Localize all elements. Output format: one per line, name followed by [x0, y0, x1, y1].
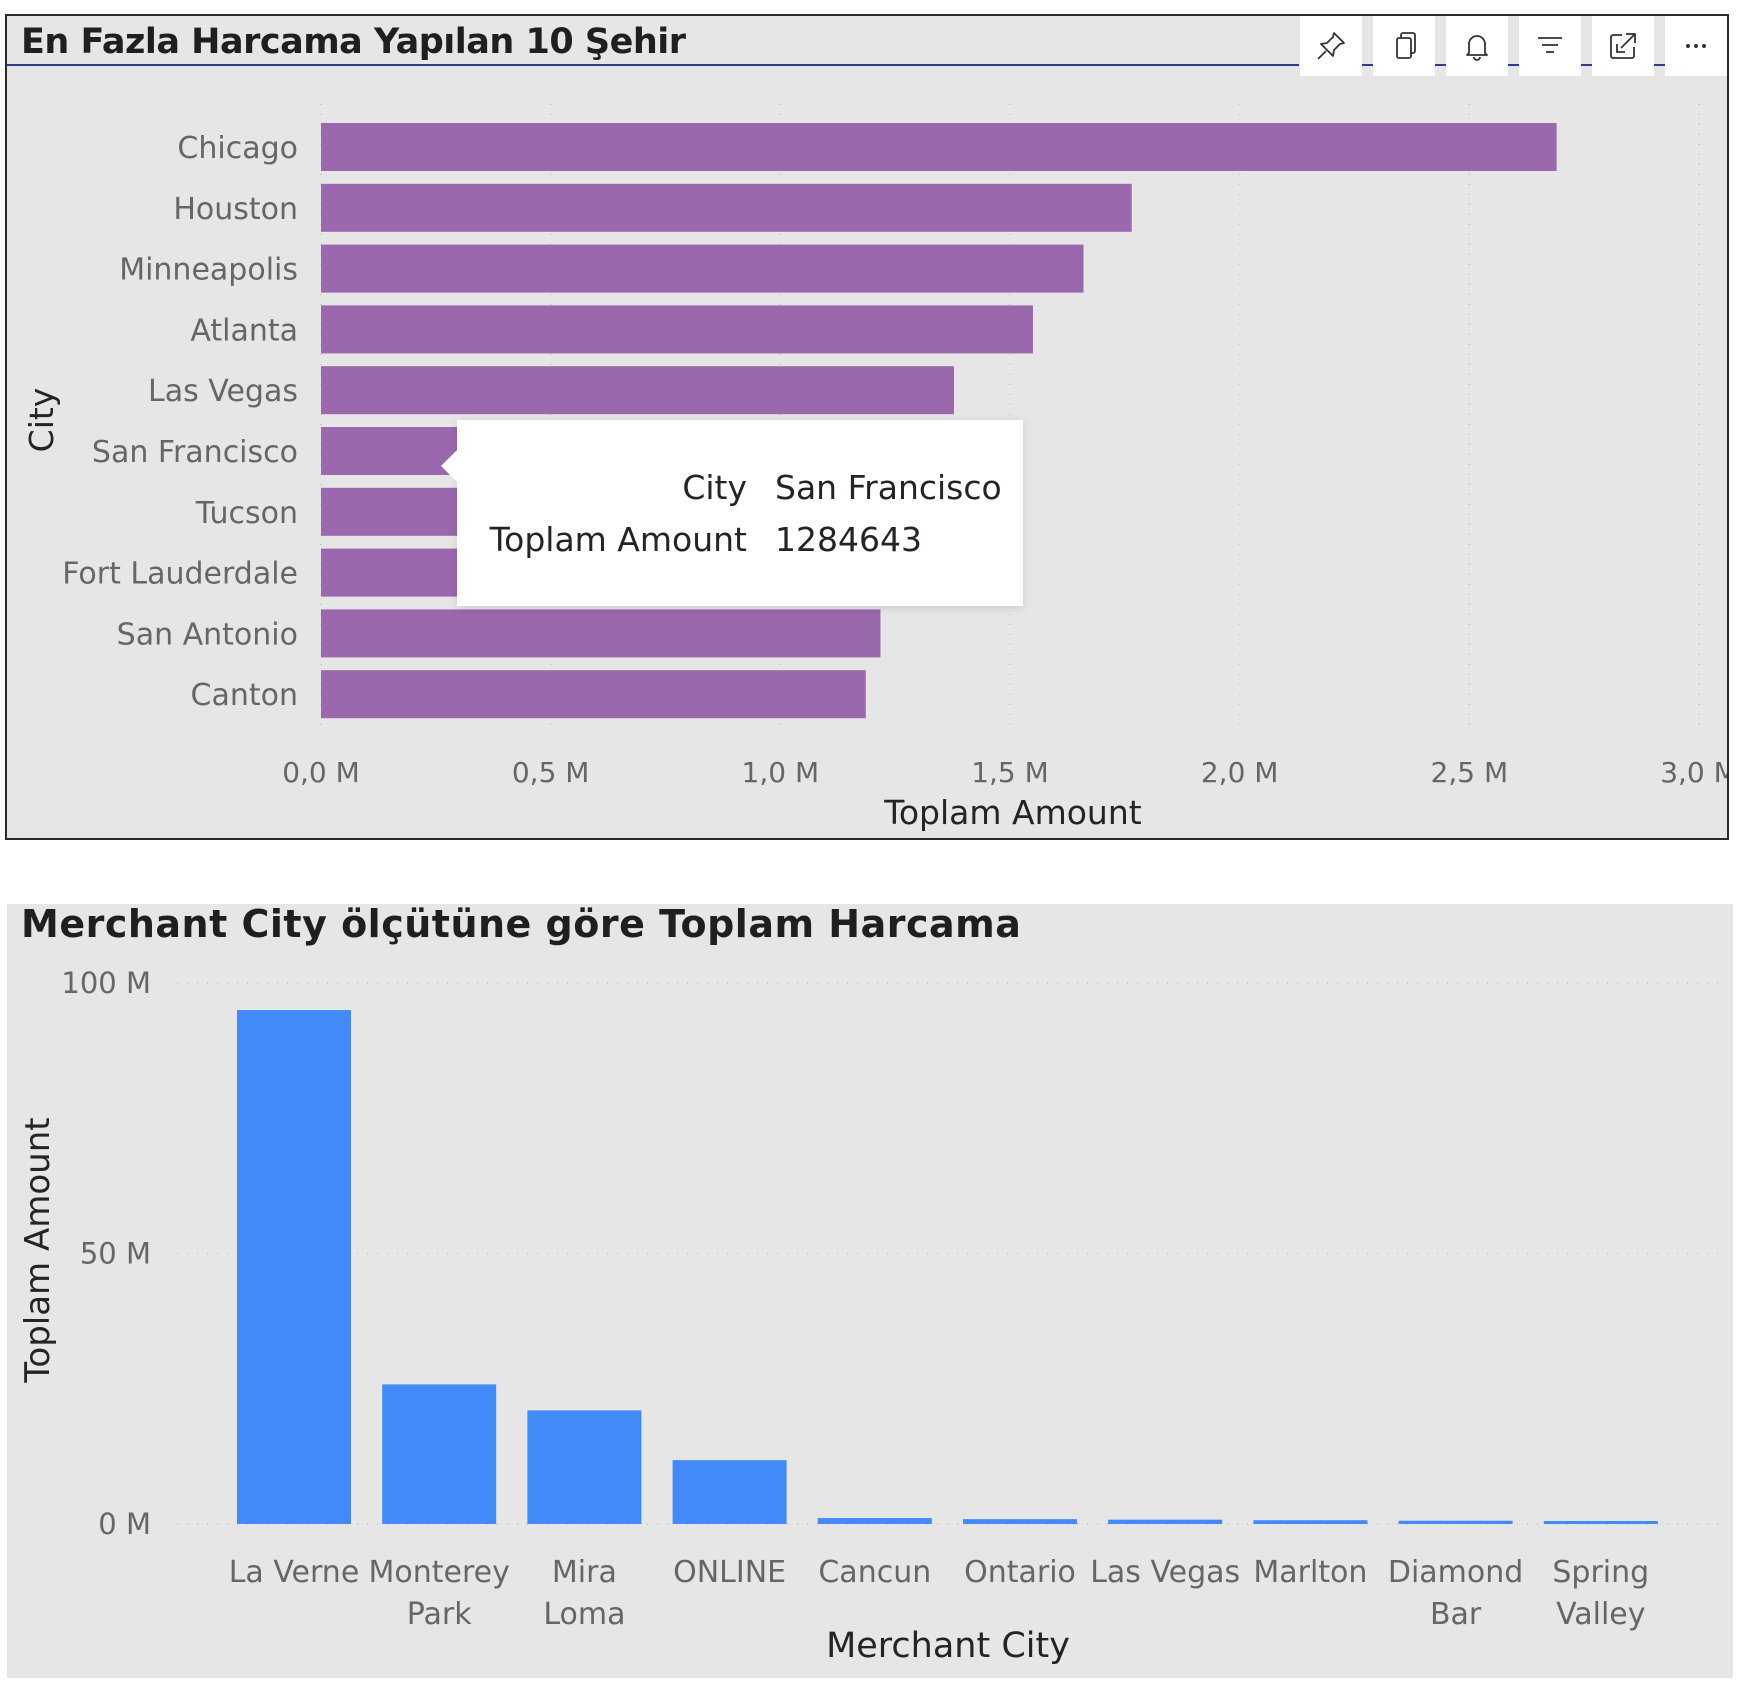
- y-tick-label: 100 M: [61, 966, 151, 1000]
- horizontal-bar-chart: 0,0 M 0,5 M 1,0 M 1,5 M 2,0 M 2,5 M 3,0 M Chica…: [22, 104, 1727, 832]
- bar-mira-loma[interactable]: [527, 1410, 642, 1524]
- x-tick-label: 1,5 M: [971, 756, 1049, 789]
- top-city-spending-visual[interactable]: 0,0 M 0,5 M 1,0 M 1,5 M 2,0 M 2,5 M 3,0 M Chica…: [5, 14, 1729, 840]
- data-tooltip: City San Francisco Toplam Amount 1284643: [441, 420, 1023, 606]
- visual-header-toolbar: [1300, 16, 1727, 76]
- copy-icon: [1396, 32, 1416, 59]
- bar-ontario[interactable]: [963, 1519, 1077, 1524]
- y-tick-label: Canton: [191, 678, 298, 713]
- tooltip-key: Toplam Amount: [489, 520, 747, 559]
- bar-chicago[interactable]: [321, 123, 1557, 171]
- copy-visual-button[interactable]: [1362, 16, 1435, 76]
- x-tick-label: Ontario: [964, 1555, 1076, 1590]
- x-tick-label: Diamond Bar: [1388, 1555, 1523, 1632]
- more-options-button[interactable]: [1654, 16, 1727, 76]
- bar-online[interactable]: [672, 1460, 787, 1524]
- pin-icon: [1317, 32, 1345, 60]
- pin-visual-button[interactable]: [1300, 16, 1362, 76]
- x-axis-title: Merchant City: [826, 1626, 1070, 1666]
- y-tick-label: Chicago: [177, 131, 298, 166]
- tooltip-value: 1284643: [775, 520, 922, 559]
- x-tick-label: 3,0 M: [1660, 756, 1727, 789]
- vertical-bar-chart: 0 M 50 M 100 M La Verne Monterey Park Mira Loma…: [18, 966, 1719, 1666]
- more-options-icon: [1686, 44, 1706, 48]
- x-tick-label: 2,5 M: [1431, 756, 1509, 789]
- x-tick-label: Cancun: [818, 1555, 931, 1590]
- filter-button[interactable]: [1508, 16, 1581, 76]
- y-tick-label: Fort Lauderdale: [62, 557, 298, 592]
- x-tick-label: 0,0 M: [282, 756, 360, 789]
- x-tick-label: Spring Valley: [1552, 1555, 1649, 1632]
- merchant-city-spending-visual[interactable]: 0 M 50 M 100 M La Verne Monterey Park Mira Loma…: [7, 902, 1733, 1678]
- tooltip-value: San Francisco: [775, 468, 1002, 507]
- bar-las-vegas[interactable]: [321, 366, 954, 415]
- chart-title: En Fazla Harcama Yapılan 10 Şehir: [21, 22, 686, 62]
- y-axis-title: City: [22, 388, 61, 453]
- bar-canton[interactable]: [321, 670, 866, 719]
- x-axis-title: Toplam Amount: [883, 793, 1141, 832]
- focus-mode-button[interactable]: [1581, 16, 1654, 76]
- y-tick-label: Atlanta: [190, 313, 298, 348]
- x-tick-label: Mira Loma: [543, 1555, 625, 1632]
- x-tick-label: Las Vegas: [1090, 1555, 1240, 1590]
- y-tick-label: San Francisco: [92, 435, 298, 470]
- y-tick-label: Minneapolis: [119, 253, 298, 288]
- focus-mode-icon: [1610, 33, 1636, 59]
- bar-diamond-bar[interactable]: [1398, 1520, 1513, 1524]
- y-tick-label: 0 M: [98, 1507, 151, 1541]
- x-tick-label: ONLINE: [673, 1555, 786, 1590]
- y-tick-label: San Antonio: [117, 617, 298, 652]
- y-tick-label: 50 M: [80, 1237, 151, 1271]
- bar-minneapolis[interactable]: [321, 244, 1084, 293]
- x-tick-label: La Verne: [229, 1555, 360, 1590]
- x-tick-label: 1,0 M: [742, 756, 820, 789]
- x-tick-label: 2,0 M: [1201, 756, 1279, 789]
- x-tick-label: Monterey Park: [369, 1555, 510, 1632]
- x-tick-label: Marlton: [1253, 1555, 1367, 1590]
- bar-houston[interactable]: [321, 183, 1132, 232]
- y-tick-label: Tucson: [195, 496, 298, 531]
- chart-title: Merchant City ölçütüne göre Toplam Harca…: [21, 902, 1022, 946]
- tooltip-key: City: [682, 468, 747, 507]
- bar-spring-valley[interactable]: [1543, 1521, 1658, 1524]
- x-tick-label: 0,5 M: [512, 756, 590, 789]
- bar-la-verne[interactable]: [237, 1010, 351, 1524]
- bar-marlton[interactable]: [1253, 1520, 1368, 1524]
- filter-icon: [1538, 37, 1562, 53]
- alert-button[interactable]: [1435, 16, 1508, 76]
- title-underline: [7, 64, 1299, 66]
- bar-las-vegas[interactable]: [1108, 1519, 1223, 1524]
- bar-cancun[interactable]: [817, 1518, 932, 1524]
- y-axis-title: Toplam Amount: [18, 1117, 58, 1383]
- bar-monterey-park[interactable]: [382, 1384, 497, 1524]
- bell-icon: [1466, 35, 1488, 61]
- bar-san-antonio[interactable]: [321, 609, 881, 658]
- y-tick-label: Las Vegas: [148, 374, 298, 409]
- y-tick-label: Houston: [173, 192, 298, 227]
- bar-atlanta[interactable]: [321, 305, 1033, 354]
